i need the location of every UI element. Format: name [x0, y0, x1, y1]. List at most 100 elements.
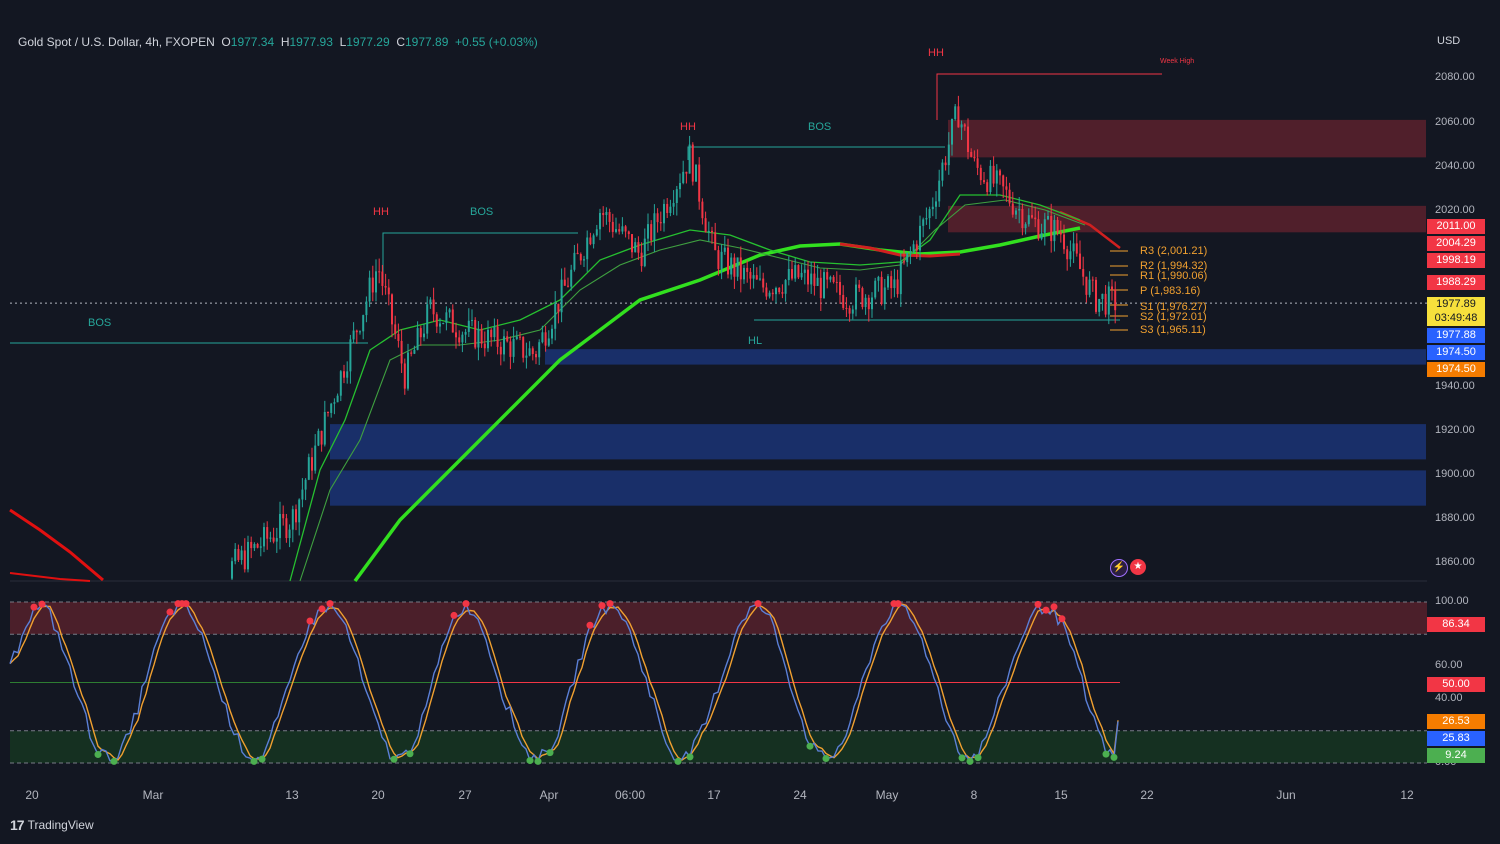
tradingview-brand: TradingView [27, 818, 94, 832]
candle-body [1011, 203, 1014, 215]
symbol-header: Gold Spot / U.S. Dollar, 4h, FXOPEN O197… [18, 35, 538, 49]
overbought-dot [462, 600, 470, 608]
candle-body [1072, 243, 1075, 252]
tradingview-footer[interactable]: 17 TradingView [10, 817, 94, 833]
candle-body [887, 276, 889, 288]
candle-body [842, 294, 845, 308]
symbol-title[interactable]: Gold Spot / U.S. Dollar, 4h, FXOPEN [18, 35, 215, 49]
candle-body [730, 257, 733, 275]
candle-body [631, 234, 633, 253]
tradingview-logo-icon: 17 [10, 817, 25, 833]
candle-body [784, 280, 787, 294]
candle-body [605, 212, 608, 216]
price-badge: 2011.00 [1427, 219, 1485, 234]
price-badge: 1977.89 [1427, 297, 1485, 312]
candle-body [813, 273, 816, 286]
candle-body [234, 548, 237, 562]
price-badge: 03:49:48 [1427, 311, 1485, 326]
candle-body [1047, 216, 1049, 220]
candle-body [1008, 189, 1011, 204]
candle-body [429, 299, 432, 305]
candle-body [685, 171, 688, 174]
candle-body [659, 222, 662, 224]
candle-body [656, 213, 659, 223]
candle-body [1111, 286, 1113, 290]
hh-label-1: HH [373, 206, 389, 218]
candle-body [637, 242, 640, 253]
candle-body [711, 230, 713, 233]
oversold-dot [966, 757, 974, 765]
candle-body [528, 348, 531, 356]
candle-body [253, 544, 256, 549]
candle-body [333, 402, 336, 404]
candle-body [1085, 276, 1088, 295]
candle-body [874, 280, 877, 298]
candle-body [970, 152, 973, 157]
candle-body [1088, 279, 1091, 295]
overbought-dot [606, 600, 614, 608]
candle-body [976, 158, 979, 168]
candle-body [410, 352, 413, 354]
candle-body [698, 164, 701, 202]
candle-body [432, 299, 435, 315]
time-tick-label: May [875, 788, 899, 802]
candle-body [919, 225, 921, 251]
candle-body [957, 106, 960, 128]
oversold-dot [1102, 750, 1110, 758]
candle-body [845, 307, 848, 309]
candle-body [323, 412, 326, 445]
currency-label[interactable]: USD [1437, 35, 1461, 47]
candle-body [583, 259, 585, 261]
candle-body [663, 203, 665, 224]
candle-body [688, 144, 691, 174]
candle-body [1024, 224, 1027, 229]
candle-body [541, 332, 544, 343]
candle-body [960, 124, 963, 128]
oversold-dot [674, 757, 682, 765]
candle-body [704, 218, 707, 233]
candle-body [346, 371, 349, 378]
candle-body [682, 171, 685, 184]
overbought-dot [38, 600, 46, 608]
oversold-dot [1110, 753, 1118, 761]
lightning-icon[interactable]: ⚡ [1110, 559, 1128, 577]
candle-body [371, 277, 374, 293]
candle-body [407, 352, 409, 389]
candle-body [599, 212, 601, 230]
candle-body [576, 252, 579, 255]
candle-body [999, 170, 1001, 176]
candle-body [515, 336, 518, 339]
candle-body [458, 337, 461, 343]
candle-body [461, 334, 464, 343]
candle-body [474, 319, 477, 348]
candle-body [650, 224, 653, 241]
candle-body [263, 527, 265, 547]
candle-body [304, 479, 307, 490]
overbought-dot [1058, 615, 1066, 623]
candle-body [471, 319, 473, 321]
oscillator-tick-label: 60.00 [1435, 659, 1463, 671]
overbought-zone [10, 602, 1427, 635]
candle-body [426, 304, 429, 334]
candle-body [963, 124, 966, 127]
ema-fast-line [289, 194, 1081, 582]
candle-body [1050, 216, 1053, 242]
candle-body [1002, 175, 1005, 187]
high-value: 1977.93 [289, 35, 333, 49]
supply-zone [948, 119, 1426, 158]
candle-body [701, 201, 704, 219]
candle-body [736, 257, 739, 277]
candle-body [243, 550, 246, 570]
candle-body [893, 279, 896, 289]
us-flag-icon[interactable]: ★ [1130, 559, 1146, 575]
oversold-dot [974, 754, 982, 762]
overbought-dot [586, 621, 594, 629]
candle-body [1082, 268, 1085, 277]
candle-body [995, 170, 998, 184]
candle-body [749, 271, 752, 279]
hh-label-3: HH [928, 47, 944, 59]
oversold-dot [94, 751, 102, 759]
candle-body [560, 279, 563, 313]
pivot-label: P (1,983.16) [1140, 285, 1201, 297]
